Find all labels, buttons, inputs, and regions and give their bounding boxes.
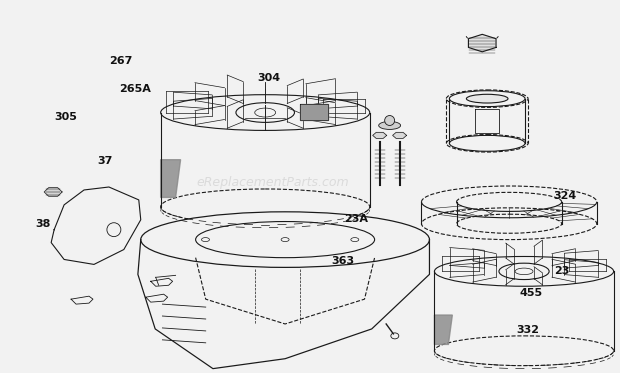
Polygon shape (469, 34, 496, 52)
Text: 265A: 265A (118, 84, 151, 94)
Text: 324: 324 (554, 191, 577, 201)
Ellipse shape (161, 95, 370, 131)
Text: 455: 455 (520, 288, 543, 298)
Text: 304: 304 (257, 73, 281, 83)
Polygon shape (373, 132, 387, 138)
Polygon shape (392, 132, 407, 138)
Polygon shape (300, 104, 328, 119)
Ellipse shape (499, 263, 549, 279)
Ellipse shape (196, 222, 374, 258)
Polygon shape (161, 160, 180, 197)
Ellipse shape (435, 257, 614, 286)
Ellipse shape (450, 135, 525, 151)
Text: 363: 363 (332, 256, 355, 266)
Polygon shape (44, 188, 62, 196)
Text: 267: 267 (109, 56, 133, 66)
Text: 332: 332 (516, 325, 540, 335)
Ellipse shape (450, 91, 525, 107)
Text: 38: 38 (35, 219, 51, 229)
Circle shape (384, 116, 394, 125)
Ellipse shape (141, 212, 430, 267)
Text: 305: 305 (54, 112, 77, 122)
Polygon shape (435, 315, 453, 344)
Text: 23: 23 (554, 266, 569, 276)
Text: 37: 37 (97, 156, 112, 166)
Text: eReplacementParts.com: eReplacementParts.com (197, 176, 349, 189)
Text: 23A: 23A (344, 214, 368, 224)
Ellipse shape (379, 122, 401, 129)
Ellipse shape (236, 103, 294, 122)
Ellipse shape (466, 94, 508, 103)
